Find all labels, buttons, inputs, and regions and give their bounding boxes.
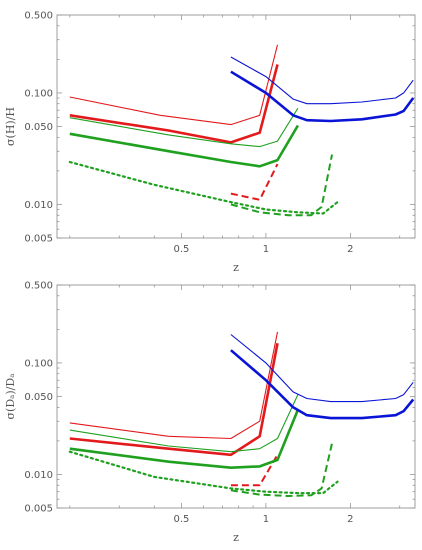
series-line-red-thin: [69, 331, 279, 440]
series-line-green-dotted: [68, 450, 339, 495]
plot-frame: [56, 284, 416, 509]
series-line-blue-thick: [230, 70, 415, 123]
series-group: [68, 331, 415, 497]
series-line-red-dashed: [230, 454, 279, 487]
series-line-green-dashed: [230, 154, 333, 217]
plot-frame: [56, 14, 416, 239]
y-tick-label: 0.100: [24, 88, 53, 99]
x-tick-label: 1: [263, 244, 269, 255]
series-line-green-thick: [69, 124, 300, 168]
series-line-red-thin: [69, 44, 279, 126]
series-line-green-dotted: [68, 160, 339, 215]
series-line-red-thick: [69, 64, 279, 144]
x-axis-label: z: [233, 531, 239, 544]
x-tick-label: 1: [263, 514, 269, 525]
x-tick-label: 2: [347, 514, 353, 525]
y-tick-label: 0.500: [24, 281, 53, 292]
series-line-red-dashed: [230, 163, 279, 201]
series-line-green-dashed: [230, 443, 333, 497]
y-axis-label: σ(H)/H: [4, 107, 17, 146]
y-tick-label: 0.005: [24, 504, 53, 515]
y-tick-label: 0.050: [24, 122, 53, 133]
series-line-green-thick: [69, 409, 300, 470]
y-tick-label: 0.005: [24, 234, 53, 245]
y-tick-label: 0.500: [24, 11, 53, 22]
series-line-green-thin: [69, 107, 299, 148]
x-tick-label: 0.5: [174, 514, 190, 525]
y-tick-label: 0.010: [24, 470, 53, 481]
x-axis-label: z: [233, 261, 239, 274]
y-tick-label: 0.100: [24, 358, 53, 369]
y-axis-label: σ(Dₐ)/Dₐ: [4, 374, 17, 420]
series-group: [68, 44, 415, 217]
series-line-red-thick: [69, 343, 279, 457]
x-tick-label: 2: [347, 244, 353, 255]
panel-top-hubble: 0.005 0.010 0.050 0.100 0.500 0.5 1 2 z σ(H)/H: [4, 11, 416, 274]
series-line-blue-thin: [230, 56, 414, 105]
series-line-blue-thick: [230, 349, 415, 420]
y-tick-label: 0.010: [24, 200, 53, 211]
series-line-green-thin: [69, 394, 299, 453]
series-line-blue-thin: [230, 334, 414, 403]
x-tick-label: 0.5: [174, 244, 190, 255]
panel-bottom-angular-diameter: 0.005 0.010 0.050 0.100 0.500 0.5 1 2 z σ(Dₐ)/Dₐ: [4, 281, 416, 544]
y-tick-label: 0.050: [24, 392, 53, 403]
